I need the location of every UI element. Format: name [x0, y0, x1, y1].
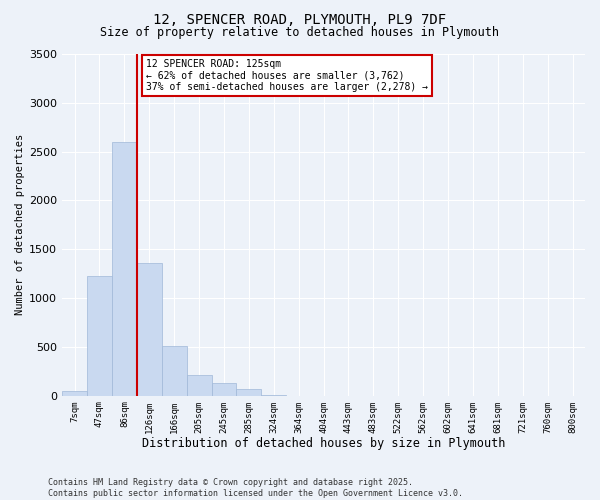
Bar: [112, 142, 137, 396]
Bar: [162, 346, 187, 396]
Y-axis label: Number of detached properties: Number of detached properties: [15, 134, 25, 316]
Bar: [236, 390, 262, 396]
Text: 12 SPENCER ROAD: 125sqm
← 62% of detached houses are smaller (3,762)
37% of semi: 12 SPENCER ROAD: 125sqm ← 62% of detache…: [146, 59, 428, 92]
Bar: [262, 394, 286, 396]
Text: 12, SPENCER ROAD, PLYMOUTH, PL9 7DF: 12, SPENCER ROAD, PLYMOUTH, PL9 7DF: [154, 12, 446, 26]
Bar: [62, 391, 87, 396]
X-axis label: Distribution of detached houses by size in Plymouth: Distribution of detached houses by size …: [142, 437, 505, 450]
Text: Contains HM Land Registry data © Crown copyright and database right 2025.
Contai: Contains HM Land Registry data © Crown c…: [48, 478, 463, 498]
Bar: [187, 374, 212, 396]
Text: Size of property relative to detached houses in Plymouth: Size of property relative to detached ho…: [101, 26, 499, 39]
Bar: [87, 276, 112, 396]
Bar: [137, 263, 162, 396]
Bar: [212, 382, 236, 396]
